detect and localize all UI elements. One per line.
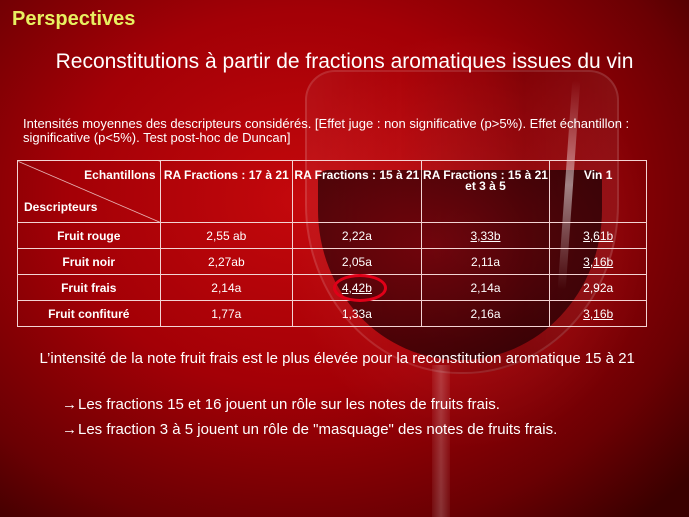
conclusion-point: →Les fraction 3 à 5 jouent un rôle de "m… xyxy=(62,421,557,438)
table-cell: 3,16b xyxy=(549,300,647,327)
table-cell: 3,33b xyxy=(420,222,551,249)
conclusion-point-text: Les fraction 3 à 5 jouent un rôle de "ma… xyxy=(78,421,558,438)
slide-title: Reconstitutions à partir de fractions ar… xyxy=(55,50,634,73)
column-header: RA Fractions : 17 à 21 xyxy=(159,160,294,223)
table-cell: 2,27ab xyxy=(159,248,294,275)
table-cell: 2,22a xyxy=(292,222,422,249)
table-cell: 2,16a xyxy=(420,300,551,327)
table-corner-header: Echantillons Descripteurs xyxy=(17,160,161,223)
section-title: Perspectives xyxy=(12,8,136,30)
highlight-circle xyxy=(332,273,387,302)
intro-text: Intensités moyennes des descripteurs con… xyxy=(23,116,630,145)
row-label: Fruit frais xyxy=(17,274,161,301)
table-row: Fruit confituré 1,77a 1,33a 2,16a 3,16b xyxy=(17,300,647,327)
column-header: Vin 1 xyxy=(549,160,647,223)
table-cell: 2,14a xyxy=(159,274,294,301)
conclusion-point-text: Les fractions 15 et 16 jouent un rôle su… xyxy=(78,396,500,413)
row-label: Fruit rouge xyxy=(17,222,161,249)
right-arrow-icon: → xyxy=(62,396,77,413)
table-cell: 1,77a xyxy=(159,300,294,327)
conclusion-sentence: L’intensité de la note fruit frais est l… xyxy=(39,350,635,367)
table-cell: 4,42b xyxy=(292,273,422,302)
highlighted-value: 4,42b xyxy=(332,273,387,302)
corner-label-descriptors: Descripteurs xyxy=(24,200,98,214)
table-cell: 2,55 ab xyxy=(159,222,294,249)
table-cell: 2,05a xyxy=(292,248,422,275)
table-cell: 1,33a xyxy=(292,300,422,327)
conclusion-text: L’intensité de la note fruit frais est l… xyxy=(27,348,667,370)
table-cell: 3,61b xyxy=(549,222,647,249)
table-row: Fruit frais 2,14a 4,42b 2,14a 2,92a xyxy=(17,273,647,302)
table-cell: 2,14a xyxy=(420,274,551,301)
wine-glass-stem-image xyxy=(432,365,450,517)
corner-label-samples: Echantillons xyxy=(84,168,156,182)
results-table: Echantillons Descripteurs RA Fractions :… xyxy=(17,160,647,327)
right-arrow-icon: → xyxy=(62,421,77,438)
conclusion-point: →Les fractions 15 et 16 jouent un rôle s… xyxy=(62,396,500,413)
table-row: Fruit rouge 2,55 ab 2,22a 3,33b 3,61b xyxy=(17,222,647,249)
table-cell: 2,11a xyxy=(420,248,551,275)
column-header: RA Fractions : 15 à 21 xyxy=(292,160,422,223)
table-row: Fruit noir 2,27ab 2,05a 2,11a 3,16b xyxy=(17,248,647,275)
table-cell: 3,16b xyxy=(549,248,647,275)
table-header-row: Echantillons Descripteurs RA Fractions :… xyxy=(17,160,647,223)
column-header: RA Fractions : 15 à 21 et 3 à 5 xyxy=(420,160,551,223)
table-cell: 2,92a xyxy=(549,274,647,301)
row-label: Fruit confituré xyxy=(17,300,161,327)
row-label: Fruit noir xyxy=(17,248,161,275)
